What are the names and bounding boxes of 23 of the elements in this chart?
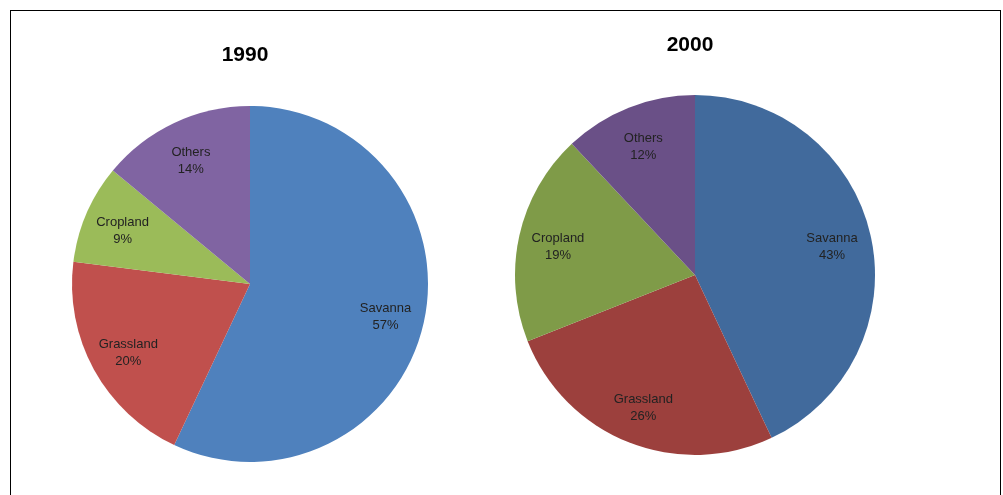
pie-slice	[527, 275, 772, 455]
slice-label: Grassland	[98, 336, 158, 352]
pie-slice	[174, 106, 428, 462]
slice-label: Cropland	[96, 214, 149, 230]
data-label: 14%	[177, 160, 205, 176]
pie-slice	[695, 95, 875, 438]
slice-label: Others	[171, 143, 211, 159]
data-label: 57%	[372, 316, 399, 332]
slice-label: Others	[623, 129, 664, 145]
slice-label: Savanna	[806, 229, 859, 245]
slice-label: Savanna	[359, 299, 412, 315]
pie-slice	[515, 143, 695, 342]
data-label: 9%	[113, 231, 133, 247]
data-label: 19%	[544, 246, 572, 262]
chart-title: 2000	[665, 32, 715, 56]
data-label: 12%	[630, 146, 657, 162]
data-label: 43%	[819, 246, 846, 262]
slice-label: Grassland	[613, 390, 673, 406]
data-label: 26%	[630, 407, 657, 423]
slice-label: Cropland	[531, 229, 585, 245]
chart-title: 1990	[220, 42, 270, 66]
data-label: 20%	[115, 353, 142, 369]
pie-slice	[72, 261, 250, 446]
